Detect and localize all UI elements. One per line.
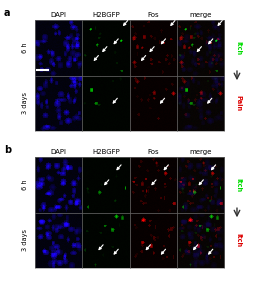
Text: Fos: Fos bbox=[147, 149, 159, 155]
Text: 3 days: 3 days bbox=[21, 230, 27, 251]
Text: Itch: Itch bbox=[235, 178, 241, 192]
Text: b: b bbox=[4, 145, 11, 154]
Text: merge: merge bbox=[189, 149, 212, 155]
Text: Fos: Fos bbox=[147, 12, 159, 18]
Text: H2BGFP: H2BGFP bbox=[92, 12, 120, 18]
Text: DAPI: DAPI bbox=[51, 12, 67, 18]
Text: a: a bbox=[4, 8, 10, 17]
Text: merge: merge bbox=[189, 12, 212, 18]
Text: Pain: Pain bbox=[235, 95, 241, 111]
Text: 3 days: 3 days bbox=[21, 92, 27, 114]
Text: Itch: Itch bbox=[235, 233, 241, 248]
Text: Itch: Itch bbox=[235, 41, 241, 55]
Text: 6 h: 6 h bbox=[21, 43, 27, 53]
Text: 6 h: 6 h bbox=[21, 180, 27, 190]
Text: H2BGFP: H2BGFP bbox=[92, 149, 120, 155]
Text: DAPI: DAPI bbox=[51, 149, 67, 155]
